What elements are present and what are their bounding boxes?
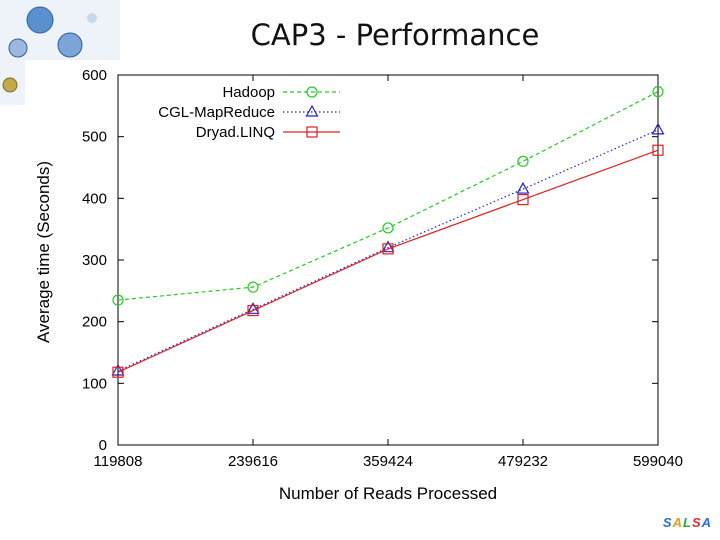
series-line-hadoop — [117, 91, 659, 301]
data-point-dryad-linq — [517, 193, 529, 206]
data-point-cgl-mapreduce — [381, 240, 395, 253]
series-line-cgl-mapreduce — [117, 129, 659, 372]
data-point-cgl-mapreduce — [651, 122, 665, 135]
data-point-dryad-linq — [382, 243, 394, 255]
legend-label-hadoop: Hadoop — [222, 84, 275, 101]
y-tick-label: 0 — [99, 437, 107, 454]
legend-label-dryad-linq: Dryad.LINQ — [196, 124, 275, 141]
legend-marker-dryad-linq — [306, 126, 318, 138]
globe-icon — [8, 38, 28, 58]
brand-letter: A — [672, 515, 683, 530]
x-tick-label: 239616 — [228, 453, 278, 470]
y-tick-label: 600 — [82, 67, 107, 84]
legend-marker-cgl-mapreduce — [305, 104, 319, 117]
y-tick-label: 300 — [82, 252, 107, 269]
data-point-dryad-linq — [652, 144, 664, 156]
data-point-cgl-mapreduce — [111, 363, 125, 376]
y-axis-label: Average time (Seconds) — [34, 161, 53, 343]
y-tick-label: 500 — [82, 129, 107, 146]
data-point-hadoop — [112, 294, 124, 306]
globe-icon — [26, 6, 54, 34]
slide-title: CAP3 - Performance — [250, 18, 540, 52]
x-tick-label: 119808 — [94, 453, 143, 470]
y-tick-label: 400 — [82, 190, 107, 207]
y-tick-label: 200 — [82, 314, 107, 331]
x-tick-label: 359424 — [363, 453, 413, 470]
y-tick-label: 100 — [82, 375, 107, 392]
legend-marker-hadoop — [306, 86, 318, 98]
data-point-hadoop — [517, 155, 529, 167]
x-tick-label: 599040 — [633, 453, 683, 470]
globe-icon — [57, 32, 83, 58]
data-point-hadoop — [247, 281, 259, 293]
data-point-hadoop — [382, 222, 394, 234]
brand-letter: S — [691, 515, 702, 530]
x-axis-label: Number of Reads Processed — [279, 484, 497, 503]
x-tick-label: 479232 — [498, 453, 548, 470]
performance-chart: 0 100 200 300 400 500 600 119808 239616 359424 479… — [25, 60, 700, 510]
series-line-dryad-linq — [117, 149, 659, 373]
data-point-dryad-linq — [112, 366, 124, 378]
globe-icon — [2, 77, 18, 93]
brand-letter: L — [682, 515, 692, 530]
data-point-dryad-linq — [247, 304, 259, 317]
brand-letter: S — [662, 515, 673, 530]
data-point-hadoop — [652, 86, 664, 98]
legend-label-cgl-mapreduce: CGL-MapReduce — [158, 104, 275, 121]
data-point-cgl-mapreduce — [516, 181, 530, 194]
brand-logo: SALSA — [663, 515, 712, 530]
data-point-cgl-mapreduce — [246, 302, 260, 314]
brand-letter: A — [701, 515, 712, 530]
